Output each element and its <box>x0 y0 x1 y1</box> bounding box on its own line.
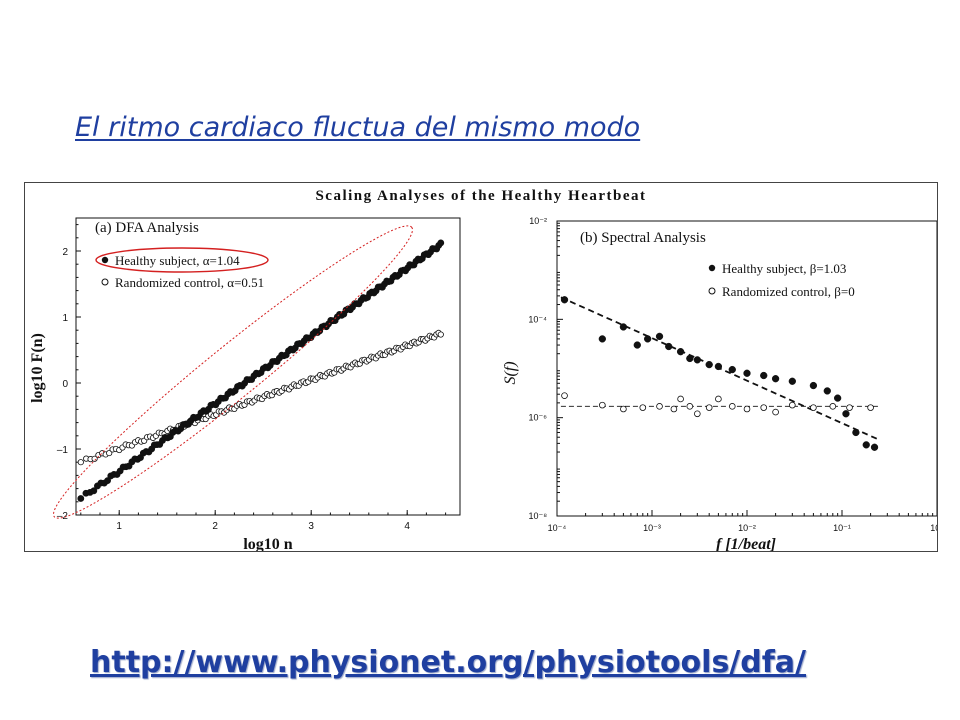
spectral-xlabel: f [1/beat] <box>716 536 776 551</box>
healthy-point <box>823 387 831 395</box>
random-point <box>91 455 98 462</box>
healthy-point <box>437 239 445 247</box>
figure-svg: Scaling Analyses of the Healthy Heartbea… <box>29 188 937 551</box>
random-point <box>677 395 684 403</box>
physionet-link[interactable]: http://www.physionet.org/physiotools/dfa… <box>90 645 806 680</box>
x-tick-label: 2 <box>212 521 218 532</box>
legend-healthy-label: Healthy subject, α=1.04 <box>115 253 240 268</box>
spectral-ylabel: S(f) <box>502 361 519 384</box>
random-point <box>656 403 663 410</box>
random-point <box>772 408 779 416</box>
healthy-point <box>809 381 818 390</box>
y-tick-label: 0 <box>62 379 68 390</box>
healthy-point <box>633 341 641 349</box>
highlight-ellipse <box>53 225 413 519</box>
healthy-point <box>760 371 768 380</box>
healthy-point <box>728 365 736 374</box>
random-point <box>743 405 751 413</box>
legend-random-label: Randomized control, β=0 <box>722 284 855 299</box>
random-point <box>620 405 627 413</box>
x-tick-label: 10⁻⁴ <box>548 523 567 533</box>
healthy-point <box>644 335 652 343</box>
y-tick-label: 10⁻⁶ <box>529 413 548 423</box>
legend-filled-marker <box>708 264 716 272</box>
x-tick-label: 1 <box>116 521 122 532</box>
slide-title: El ritmo cardiaco fluctua del mismo modo <box>75 112 641 143</box>
healthy-point <box>714 362 723 371</box>
healthy-point <box>771 375 780 383</box>
random-point <box>829 403 837 410</box>
x-tick-label: 10⁰ <box>930 523 937 533</box>
random-point <box>599 401 606 409</box>
healthy-point <box>834 394 842 402</box>
dfa-ylabel: log10 F(n) <box>29 333 46 403</box>
healthy-point <box>705 360 713 369</box>
random-point <box>77 459 84 466</box>
random-point <box>810 404 817 411</box>
legend-random-label: Randomized control, α=0.51 <box>115 275 264 290</box>
random-point <box>670 405 678 413</box>
random-point <box>728 403 736 410</box>
random-point <box>639 404 647 411</box>
figure-title: Scaling Analyses of the Healthy Heartbea… <box>315 188 646 204</box>
healthy-point <box>104 477 111 485</box>
legend-highlight-ellipse <box>95 247 269 273</box>
spectral-panel: (b) Spectral Analysis 10⁻⁴ 10⁻³ 10⁻² 10⁻¹ 10… <box>502 216 937 551</box>
random-point <box>867 404 874 411</box>
dfa-xlabel: log10 n <box>243 536 292 551</box>
x-tick-label: 10⁻¹ <box>833 523 851 533</box>
x-tick-label: 10⁻³ <box>643 523 661 533</box>
healthy-point <box>619 323 628 331</box>
healthy-point <box>870 443 879 451</box>
legend-filled-marker <box>101 256 109 264</box>
y-tick-label: 10⁻² <box>529 216 547 226</box>
figure-panel: Scaling Analyses of the Healthy Heartbea… <box>24 182 938 552</box>
healthy-point <box>693 356 701 364</box>
healthy-point <box>788 377 796 385</box>
healthy-point <box>743 369 751 377</box>
dfa-title: (a) DFA Analysis <box>95 220 199 236</box>
x-tick-label: 10⁻² <box>738 523 756 533</box>
y-tick-label: 10⁻⁴ <box>528 314 547 324</box>
legend-healthy-label: Healthy subject, β=1.03 <box>722 261 846 276</box>
healthy-point <box>676 348 685 356</box>
random-point <box>760 404 768 411</box>
x-tick-label: 4 <box>404 521 410 532</box>
spectral-title: (b) Spectral Analysis <box>580 230 706 246</box>
healthy-point <box>686 354 694 363</box>
y-tick-label: 1 <box>62 313 68 324</box>
random-point <box>715 395 722 403</box>
healthy-point <box>852 428 860 437</box>
random-point <box>561 392 568 399</box>
random-point <box>789 401 796 409</box>
legend-open-marker <box>708 287 716 295</box>
dfa-plot-area <box>75 217 461 516</box>
random-point <box>686 403 694 410</box>
legend-open-marker <box>101 278 109 286</box>
healthy-point <box>665 342 673 351</box>
random-point <box>846 404 853 411</box>
random-point <box>437 331 444 338</box>
y-tick-label: –2 <box>57 511 69 522</box>
y-tick-label: 10⁻⁸ <box>528 511 547 521</box>
x-tick-label: 3 <box>308 521 314 532</box>
y-tick-label: –1 <box>57 445 69 456</box>
healthy-point <box>560 296 569 304</box>
healthy-point <box>842 410 850 418</box>
healthy-point <box>598 335 606 343</box>
dfa-panel: (a) DFA Analysis 1 2 3 4 –2 –1 0 1 2 Healthy sub… <box>29 217 461 551</box>
random-point <box>694 410 701 418</box>
healthy-point <box>655 332 664 341</box>
healthy-point <box>862 441 870 449</box>
random-point <box>705 404 713 411</box>
healthy-point <box>77 495 85 502</box>
y-tick-label: 2 <box>62 247 68 258</box>
healthy-point <box>90 487 98 495</box>
